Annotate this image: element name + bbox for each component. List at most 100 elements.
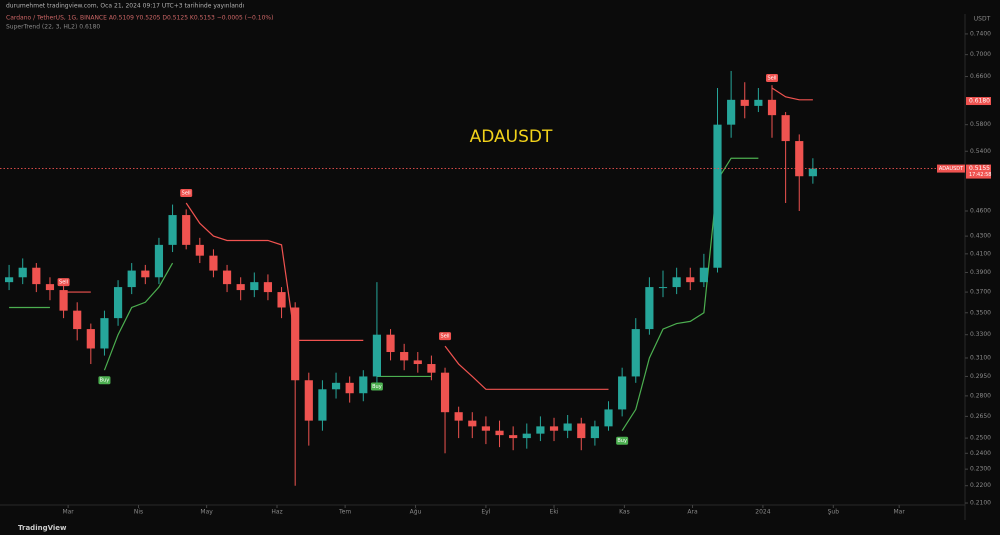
y-tick-label: 0.2400 — [970, 450, 991, 457]
signal-badge — [370, 382, 383, 391]
candle-body — [727, 99, 736, 125]
indicator-price-label: 0.6180 — [969, 98, 990, 105]
signal-badge — [180, 188, 193, 197]
signal-label: Sell — [59, 280, 68, 286]
signal-badge — [57, 278, 70, 287]
candle-body — [236, 284, 245, 291]
y-tick-label: 0.4600 — [970, 207, 991, 214]
candle-body — [291, 307, 300, 381]
supertrend-up — [103, 262, 174, 371]
brand: TradingView — [18, 524, 67, 532]
x-tick-label: Kas — [619, 509, 630, 516]
y-tick-label: 0.4100 — [970, 250, 991, 257]
y-tick-label: 0.5400 — [970, 148, 991, 155]
candle-body — [795, 141, 804, 177]
candle-body — [536, 426, 545, 434]
currency: USDT — [974, 16, 991, 23]
published: durumehmet tradingview.com, Oca 21, 2024… — [6, 3, 245, 10]
candle-body — [182, 215, 191, 245]
candle-body — [359, 376, 368, 394]
legend-symbol: Cardano / TetherUS, 1G, BINANCE A0.5109 … — [6, 15, 273, 22]
footer — [0, 520, 1000, 535]
candle-body — [304, 380, 313, 421]
candle-body — [86, 329, 95, 349]
candle-body — [386, 334, 395, 353]
supertrend-down — [185, 202, 364, 341]
candle-body — [4, 277, 14, 283]
y-tick-label: 0.2500 — [970, 435, 991, 442]
y-tick-label: 0.2200 — [970, 482, 991, 489]
x-tick-label: 2024 — [755, 509, 770, 516]
signal-badge — [439, 332, 452, 341]
candle-body — [740, 99, 749, 106]
candle-body — [495, 430, 504, 436]
indicator-price-bg — [966, 97, 991, 106]
candle-body — [604, 409, 613, 427]
candle-body — [73, 310, 82, 330]
y-tick-label: 0.4300 — [970, 233, 991, 240]
candle-body — [754, 99, 763, 106]
candle-body — [468, 420, 477, 427]
signal-label: Sell — [767, 76, 776, 82]
y-tick-label: 0.7000 — [970, 51, 991, 58]
supertrend-down — [444, 345, 609, 390]
y-tick-label: 0.5800 — [970, 121, 991, 128]
symbol-tag: ADAUSDT — [939, 166, 964, 172]
signal-label: Sell — [182, 190, 191, 196]
candle-body — [154, 244, 164, 278]
legend-indicator: SuperTrend (22, 3, HL2) 0.6180 — [6, 24, 100, 31]
candle-body — [577, 423, 586, 439]
x-tick-label: Mar — [893, 509, 905, 516]
symbol-tag-bg — [937, 164, 965, 173]
candle-body — [658, 287, 668, 289]
candle-body — [631, 329, 640, 377]
candle-body — [127, 270, 136, 288]
candle-body — [331, 382, 341, 390]
candle-body — [372, 334, 382, 377]
y-tick-label: 0.2300 — [970, 466, 991, 473]
last-price-bg — [966, 164, 991, 179]
y-tick-label: 0.3300 — [970, 331, 991, 338]
candle-body — [59, 290, 68, 311]
candle-body — [454, 412, 463, 421]
x-tick-label: Haz — [271, 509, 282, 516]
signal-label: Buy — [372, 384, 382, 390]
candle-body — [563, 423, 572, 431]
candle-body — [195, 244, 204, 256]
candle-body — [440, 372, 450, 413]
x-tick-label: Şub — [828, 509, 840, 516]
candle-body — [699, 267, 708, 283]
candle-body — [113, 287, 123, 319]
x-tick-label: Mar — [62, 509, 74, 516]
candle-body — [509, 435, 518, 439]
candle-body — [250, 282, 259, 291]
y-tick-label: 0.2100 — [970, 500, 991, 507]
candle-body — [618, 376, 627, 410]
candle-body — [209, 255, 218, 271]
y-tick-label: 0.2650 — [970, 413, 991, 420]
candle-body — [713, 124, 722, 268]
supertrend-down — [771, 87, 813, 101]
candle-body — [781, 115, 790, 142]
last-price-label: 0.5155 — [969, 165, 990, 172]
chart-title: ADAUSDT — [470, 127, 553, 147]
y-tick-label: 0.3100 — [970, 354, 991, 361]
candle-body — [400, 352, 409, 361]
candle-body — [413, 360, 422, 365]
y-tick-label: 0.3700 — [970, 289, 991, 296]
countdown: 17:42:58 — [969, 172, 991, 178]
x-tick-label: Ağu — [410, 509, 422, 516]
candle-body — [345, 382, 354, 394]
candle-body — [18, 267, 27, 278]
candle-body — [672, 277, 681, 288]
signal-badge — [616, 436, 629, 445]
candle-body — [549, 426, 559, 431]
y-tick-label: 0.2800 — [970, 392, 991, 399]
signal-badge — [98, 376, 111, 385]
candle-body — [686, 277, 695, 283]
candle-body — [168, 215, 177, 245]
y-tick-label: 0.7400 — [970, 30, 991, 37]
y-tick-label: 0.6600 — [970, 73, 991, 80]
